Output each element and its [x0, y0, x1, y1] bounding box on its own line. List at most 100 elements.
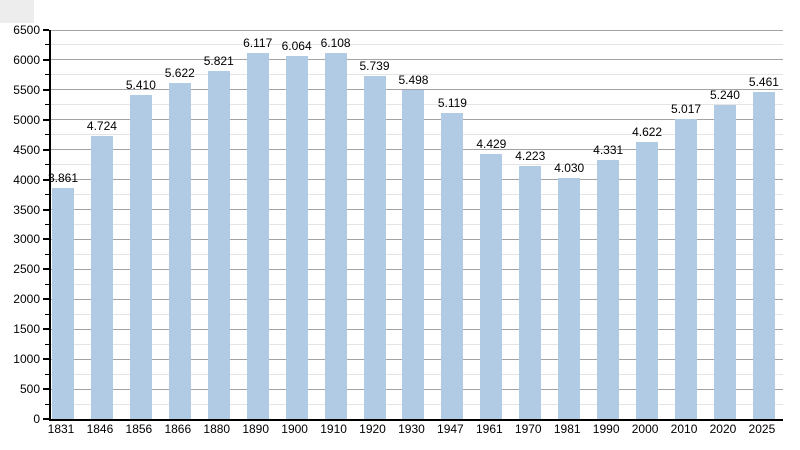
x-axis-tick-label: 1831 [47, 422, 75, 436]
bar-1961 [480, 153, 503, 419]
x-axis-tick-label: 1970 [514, 422, 542, 436]
bar-1930 [402, 89, 425, 419]
y-axis-tick-label: 3000 [13, 232, 40, 247]
y-axis-tick-label: 3500 [13, 202, 40, 217]
bar-value-label: 6.108 [320, 36, 351, 51]
y-axis-minor-tick [45, 104, 49, 106]
bar-1920 [363, 75, 386, 419]
bar-1981 [558, 177, 581, 419]
x-axis-tick-label: 2020 [709, 422, 737, 436]
y-axis-tick-label: 1500 [13, 322, 40, 337]
bar-1890 [246, 52, 269, 419]
y-axis-tick-label: 6500 [13, 23, 40, 37]
x-axis-tick-label: 1981 [553, 422, 581, 436]
y-axis-major-tick [43, 358, 49, 361]
y-axis-minor-tick [45, 164, 49, 166]
bar-1990 [597, 159, 620, 419]
y-axis-minor-tick [45, 194, 49, 196]
bar-1831 [52, 187, 74, 419]
bar-1856 [129, 95, 152, 419]
gridline-minor [51, 44, 783, 46]
y-axis-tick-label: 0 [33, 412, 40, 426]
y-axis-tick-label: 1000 [13, 352, 40, 367]
y-axis-tick-label: 4000 [13, 172, 40, 187]
x-axis-tick-label: 2010 [670, 422, 698, 436]
bar-1970 [519, 166, 542, 419]
bar-1880 [207, 70, 230, 419]
y-axis-major-tick [43, 178, 49, 181]
gridline-major [51, 29, 783, 31]
plot-area: 3.861 4.724 5.410 5.622 5.821 6.117 6.064 6.108… [47, 29, 783, 421]
y-axis-major-tick [43, 268, 49, 271]
y-axis-major-tick [43, 388, 49, 391]
y-axis-tick-label: 2500 [13, 262, 40, 277]
y-axis-minor-tick [45, 313, 49, 315]
x-axis-tick-label: 1961 [475, 422, 503, 436]
x-axis-tick-label: 1920 [359, 422, 386, 436]
y-axis-tick-label: 5500 [13, 82, 40, 97]
y-axis-minor-tick [45, 44, 49, 46]
x-axis-tick-label: 1846 [86, 422, 114, 436]
y-axis-tick-label: 6000 [13, 52, 40, 67]
x-axis-tick-label: 1910 [320, 422, 347, 436]
y-axis-minor-tick [45, 403, 49, 405]
corner-artifact-box [0, 0, 34, 23]
y-axis-tick-label: 500 [19, 382, 40, 397]
y-axis-major-tick [43, 298, 49, 301]
bar-2000 [636, 142, 659, 419]
x-axis-tick-label: 1880 [203, 422, 231, 436]
bar-value-label: 5.240 [709, 88, 740, 103]
bar-value-label: 5.739 [359, 58, 390, 73]
y-axis-minor-tick [45, 134, 49, 136]
gridline-major [51, 89, 783, 91]
y-axis-tick-label: 4500 [13, 142, 40, 157]
bar-2020 [713, 105, 736, 419]
y-axis-minor-tick [45, 283, 49, 285]
gridline-major [51, 59, 783, 61]
bar-value-label: 5.498 [398, 72, 429, 87]
bar-value-label: 5.821 [203, 53, 234, 68]
bar-value-label: 4.331 [593, 142, 624, 157]
y-axis-major-tick [43, 58, 49, 61]
bar-value-label: 5.410 [125, 78, 156, 93]
y-axis-major-tick [43, 88, 49, 91]
bar-value-label: 3.861 [47, 170, 79, 185]
y-axis-major-tick [43, 418, 49, 420]
y-axis-minor-tick [45, 253, 49, 255]
x-axis-tick-label: 1890 [242, 422, 270, 436]
y-axis-major-tick [43, 328, 49, 331]
bar-value-label: 4.622 [632, 125, 663, 140]
bar-1846 [90, 136, 113, 419]
y-axis-major-tick [43, 208, 49, 211]
y-axis-minor-tick [45, 74, 49, 76]
bar-1947 [441, 112, 464, 419]
bar-2010 [675, 118, 698, 419]
gridline-minor [51, 74, 783, 76]
y-axis-tick-label: 2000 [13, 292, 40, 307]
x-axis-tick-label: 2000 [631, 422, 659, 436]
bar-value-label: 4.223 [515, 149, 546, 164]
x-axis-tick-label: 1866 [164, 422, 192, 436]
y-axis-minor-tick [45, 343, 49, 345]
bar-1866 [168, 82, 191, 419]
bar-1900 [285, 56, 308, 419]
y-axis-major-tick [43, 238, 49, 241]
x-axis-tick-label: 1900 [281, 422, 308, 436]
bar-value-label: 5.017 [671, 101, 702, 116]
bar-value-label: 6.064 [281, 39, 312, 54]
bar-value-label: 4.724 [86, 119, 117, 134]
bar-value-label: 5.461 [748, 75, 779, 90]
bar-value-label: 6.117 [243, 35, 273, 50]
bar-2025 [752, 92, 775, 419]
x-axis-tick-label: 1947 [437, 422, 464, 436]
x-axis-tick-label: 2025 [748, 422, 776, 436]
y-axis-major-tick [43, 118, 49, 121]
bar-value-label: 4.030 [554, 160, 585, 175]
bar-value-label: 5.119 [437, 95, 467, 110]
bar-value-label: 4.429 [476, 136, 507, 151]
bar-value-label: 5.622 [164, 65, 195, 80]
x-axis-tick-label: 1930 [398, 422, 425, 436]
y-axis-minor-tick [45, 373, 49, 375]
x-axis-tick-label: 1990 [592, 422, 620, 436]
